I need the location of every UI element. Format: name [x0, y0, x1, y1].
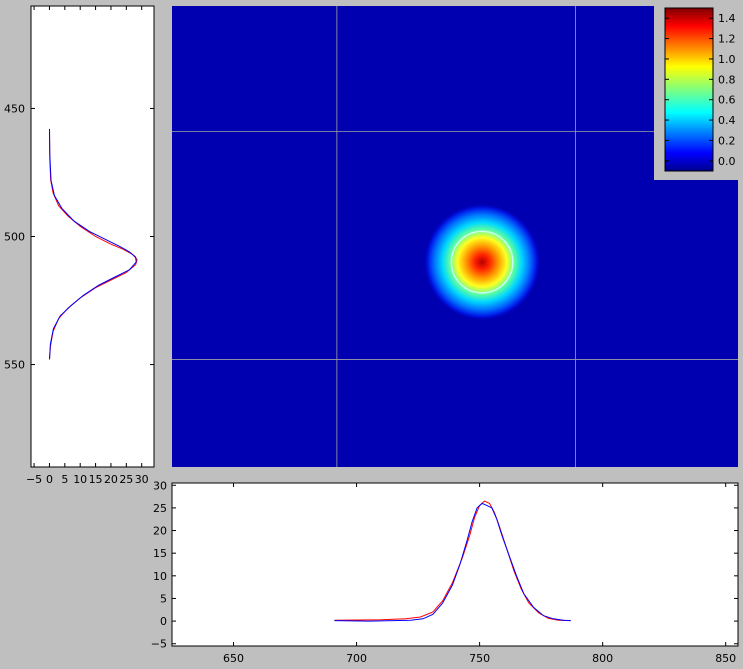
horizontal-profile-ticks: 650 700 750 800 850 30 25 20 15 10 5 0 −5 [151, 479, 738, 665]
vertical-profile-xtick-label: 30 [135, 473, 149, 486]
vertical-profile-xtick-label: 0 [46, 473, 53, 486]
vertical-profile-ytick-label: 450 [4, 102, 25, 115]
vertical-profile-panel: −5 0 5 10 15 20 25 30 450 500 550 [4, 5, 155, 486]
horizontal-profile-xtick-label: 750 [469, 652, 490, 665]
image-panel [172, 6, 738, 467]
vertical-profile-xtick-label: 25 [119, 473, 133, 486]
vertical-profile-xtick-label: −5 [26, 473, 42, 486]
vertical-profile-ytick-label: 500 [4, 231, 25, 244]
horizontal-profile-ytick-label: 10 [153, 570, 167, 583]
colorbar-tick-label: 0.2 [718, 134, 736, 147]
horizontal-profile-xtick-label: 800 [592, 652, 613, 665]
horizontal-profile-series-1 [334, 502, 571, 622]
vertical-profile-ticks: −5 0 5 10 15 20 25 30 450 500 550 [4, 6, 154, 486]
horizontal-profile-xtick-label: 650 [223, 652, 244, 665]
intensity-spot [423, 203, 541, 321]
horizontal-profile-ytick-label: 15 [153, 547, 167, 560]
colorbar-tick-label: 0.6 [718, 94, 736, 107]
colorbar-tick-label: 1.4 [718, 12, 736, 25]
colorbar-gradient [664, 7, 714, 172]
vertical-profile-xtick-label: 15 [89, 473, 103, 486]
vertical-profile-xtick-label: 20 [104, 473, 118, 486]
vertical-profile-xtick-label: 5 [61, 473, 68, 486]
horizontal-profile-ytick-label: 30 [153, 479, 167, 492]
horizontal-profile-ytick-label: 5 [160, 592, 167, 605]
vertical-profile-xtick-label: 10 [73, 473, 87, 486]
colorbar: 1.4 1.2 1.0 0.8 0.6 0.4 0.2 0.0 [654, 0, 743, 180]
colorbar-tick-label: 0.0 [718, 155, 736, 168]
vertical-profile-lines [49, 128, 138, 360]
horizontal-profile-lines [334, 500, 571, 622]
horizontal-profile-ytick-label: 20 [153, 525, 167, 538]
vertical-profile-ytick-label: 550 [4, 359, 25, 372]
horizontal-profile-ytick-label: 0 [160, 615, 167, 628]
colorbar-tick-label: 1.2 [718, 33, 736, 46]
vertical-profile-axes [30, 5, 155, 468]
colorbar-tick-label: 0.8 [718, 73, 736, 86]
fit-circle [450, 230, 514, 294]
horizontal-profile-xtick-label: 850 [715, 652, 736, 665]
horizontal-profile-series-0 [334, 500, 571, 622]
vertical-profile-series-1 [49, 128, 137, 360]
horizontal-profile-ytick-label: 25 [153, 502, 167, 515]
colorbar-tick-label: 0.4 [718, 114, 736, 127]
horizontal-profile-xtick-label: 700 [346, 652, 367, 665]
image-gridlines [172, 6, 738, 467]
horizontal-profile-panel: 650 700 750 800 850 30 25 20 15 10 5 0 −5 [151, 479, 739, 665]
horizontal-profile-ytick-label: −5 [151, 638, 167, 651]
colorbar-tick-label: 1.0 [718, 53, 736, 66]
horizontal-profile-axes [171, 482, 739, 647]
colorbar-ticks: 1.4 1.2 1.0 0.8 0.6 0.4 0.2 0.0 [665, 12, 736, 168]
